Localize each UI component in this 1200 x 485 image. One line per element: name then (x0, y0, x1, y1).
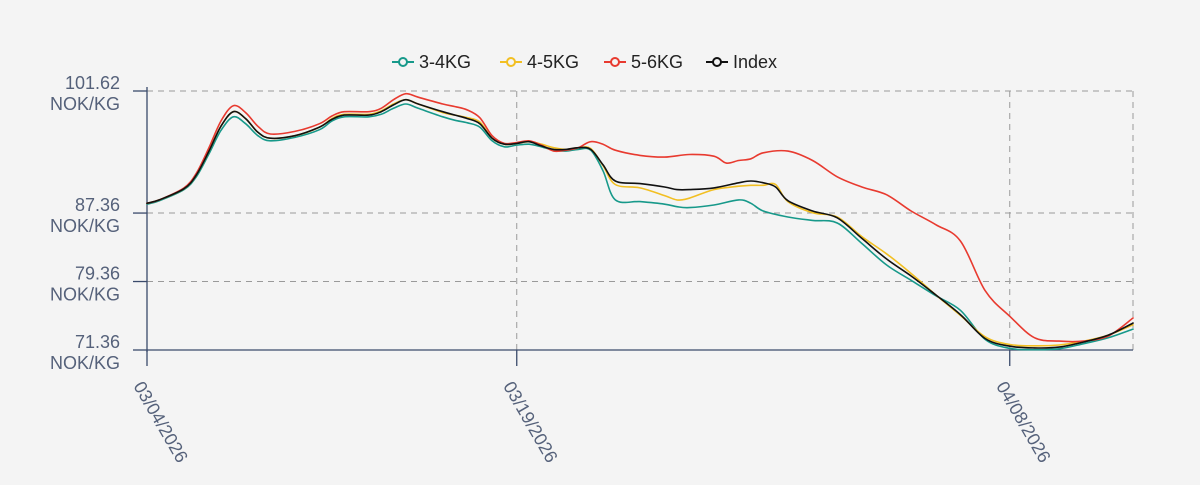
x-tick-label: 03/19/2026 (499, 378, 561, 466)
grid (147, 90, 1134, 351)
x-axis-ticks: 03/04/2026 03/19/2026 04/08/2026 (130, 378, 1055, 466)
legend-item[interactable]: 4-5KG (500, 52, 579, 72)
legend-label: Index (733, 52, 777, 72)
axes (133, 87, 1133, 366)
y-tick-label: 79.36 NOK/KG (50, 264, 120, 305)
legend-label: 3-4KG (419, 52, 471, 72)
series-group (146, 92, 1134, 351)
legend-label: 4-5KG (527, 52, 579, 72)
y-axis-ticks: 101.62 NOK/KG 87.36 NOK/KG 79.36 NOK/KG 71.36 N… (50, 73, 120, 373)
legend-label: 5-6KG (631, 52, 683, 72)
series-line-index (146, 98, 1134, 349)
y-tick-label: 87.36 NOK/KG (50, 195, 120, 236)
legend-item[interactable]: 3-4KG (392, 52, 471, 72)
series-line-5-6kg (146, 92, 1134, 343)
legend-swatch-marker (610, 57, 620, 67)
legend-swatch-marker (398, 57, 408, 67)
legend-item[interactable]: Index (706, 52, 777, 72)
legend-swatch-marker (712, 57, 722, 67)
legend-swatch-marker (506, 57, 516, 67)
legend: 3-4KG 4-5KG 5-6KG Index (392, 52, 777, 72)
legend-item[interactable]: 5-6KG (604, 52, 683, 72)
y-tick-label: 71.36 NOK/KG (50, 332, 120, 373)
y-tick-label: 101.62 NOK/KG (50, 73, 120, 114)
x-tick-label: 03/04/2026 (130, 378, 192, 466)
series-line-3-4kg (146, 103, 1134, 351)
x-tick-label: 04/08/2026 (992, 378, 1054, 466)
